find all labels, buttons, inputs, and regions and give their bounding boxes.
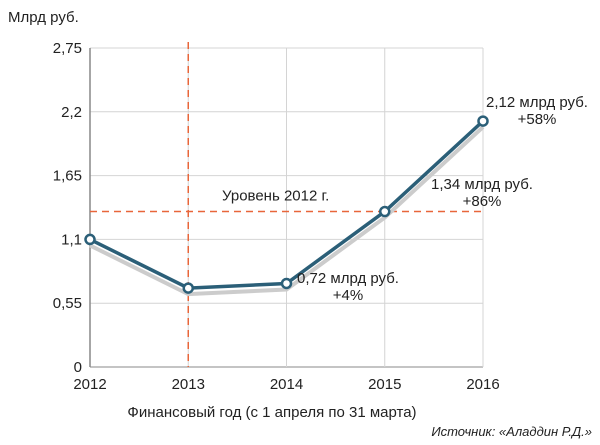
annotation-change: +86% (463, 193, 502, 210)
x-tick-label: 2015 (368, 376, 401, 393)
y-tick-label: 1,1 (61, 231, 82, 248)
y-tick-label: 0,55 (53, 295, 82, 312)
x-tick-label: 2013 (172, 376, 205, 393)
y-tick-label: 0 (74, 359, 82, 376)
series-shadow (89, 125, 485, 297)
annotation-change: +4% (333, 287, 363, 304)
data-point (84, 233, 96, 246)
y-axis-label: Млрд руб. (8, 9, 79, 26)
x-tick-label: 2016 (466, 376, 499, 393)
annotation-value: 1,34 млрд руб. (431, 176, 533, 193)
y-tick-label: 2,2 (61, 104, 82, 121)
annotation-value: 0,72 млрд руб. (297, 270, 399, 287)
x-axis-label: Финансовый год (с 1 апреля по 31 марта) (127, 404, 416, 421)
reference-line-label: Уровень 2012 г. (222, 188, 329, 205)
y-tick-label: 1,65 (53, 168, 82, 185)
y-tick-label: 2,75 (53, 40, 82, 57)
data-point (477, 115, 489, 127)
source-note: Источник: «Аладдин Р.Д.» (431, 424, 592, 439)
data-point (182, 282, 194, 294)
x-tick-label: 2014 (270, 376, 303, 393)
x-tick-label: 2012 (73, 376, 106, 393)
data-point (280, 277, 293, 290)
annotation-change: +58% (518, 111, 557, 128)
data-point (379, 205, 391, 218)
annotation-value: 2,12 млрд руб. (486, 94, 588, 111)
